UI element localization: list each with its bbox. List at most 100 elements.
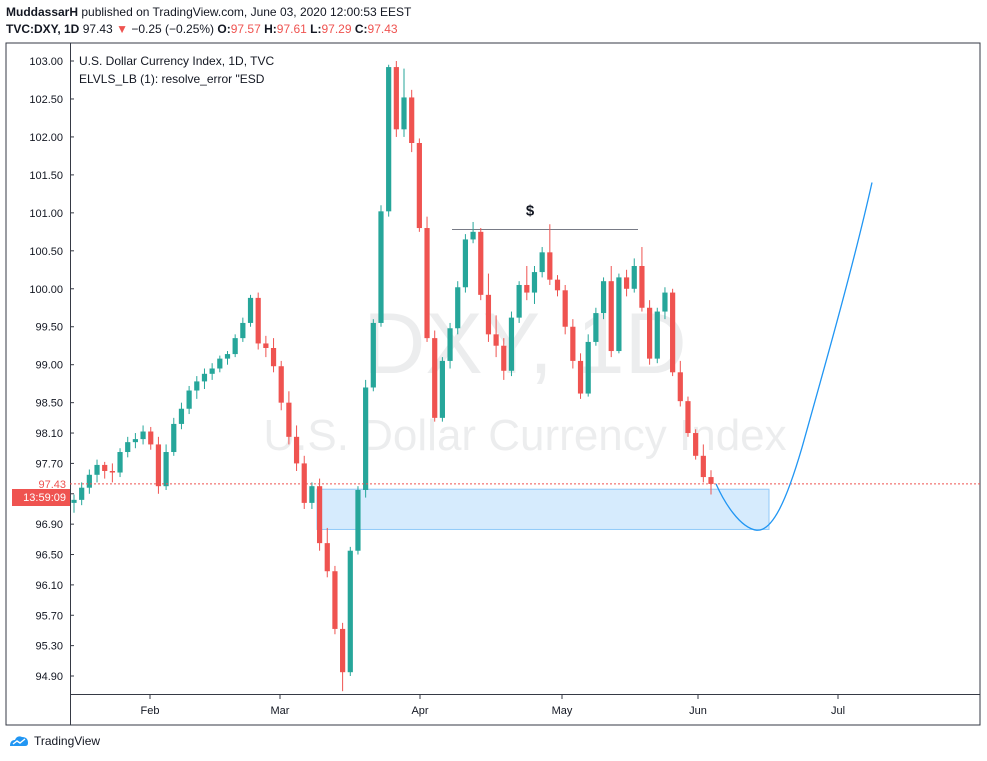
y-tick-label: 100.50: [29, 246, 63, 258]
candle-body: [554, 279, 561, 291]
candle-body: [79, 487, 85, 500]
candle-body: [94, 464, 100, 475]
candle-body: [570, 326, 576, 361]
candle-body: [616, 277, 622, 352]
candle-body: [332, 571, 338, 629]
y-tick-label: 94.90: [35, 671, 63, 683]
tradingview-brand: TradingView: [34, 734, 101, 748]
projection-curve[interactable]: [715, 182, 873, 531]
publish-info: MuddassarH published on TradingView.com,…: [6, 5, 411, 19]
candle-body: [86, 474, 92, 488]
candle-body: [240, 322, 246, 339]
candle-body: [370, 322, 376, 388]
x-tick-label: Mar: [271, 705, 290, 717]
candle-body: [270, 348, 277, 367]
candle-body: [309, 486, 315, 503]
candle-body: [393, 67, 399, 130]
candle-body: [600, 281, 607, 314]
candle-body: [700, 455, 706, 478]
candle-body: [117, 452, 123, 473]
x-tick-label: Apr: [411, 705, 428, 717]
candle-body: [386, 67, 392, 212]
candle-body: [347, 550, 353, 673]
candle-body: [178, 408, 185, 424]
dollar-annotation: $: [526, 203, 535, 220]
candle-body: [432, 338, 438, 418]
candle-body: [286, 402, 292, 437]
candle-body: [416, 143, 422, 229]
candle-body: [647, 307, 653, 359]
candle-body: [631, 266, 637, 289]
y-tick-label: 102.00: [29, 132, 63, 144]
candle-body: [677, 372, 683, 402]
y-tick-label: 102.50: [29, 94, 63, 106]
tradingview-cloud-icon: [10, 736, 28, 746]
candle-body: [355, 489, 361, 551]
y-tick-label: 95.70: [35, 610, 63, 622]
candle-body: [539, 252, 545, 273]
high-label: H:: [264, 22, 277, 36]
candle-body: [125, 442, 131, 453]
high-value: 97.61: [276, 22, 307, 36]
candle-body: [224, 354, 231, 359]
legend-title: U.S. Dollar Currency Index, 1D, TVC: [79, 54, 275, 68]
time-axis: Feb Mar Apr May Jun Jul: [141, 694, 845, 717]
y-tick-label: 97.70: [35, 458, 63, 470]
candle-body: [478, 231, 484, 295]
candle-body: [378, 211, 384, 323]
y-tick-label: 98.50: [35, 398, 63, 410]
candle-body: [562, 290, 568, 327]
down-arrow-icon: ▼: [116, 22, 128, 36]
support-zone[interactable]: [316, 488, 770, 530]
candle-body: [654, 311, 660, 359]
candle-body: [531, 272, 538, 293]
candle-body: [623, 277, 630, 289]
candle-body: [263, 343, 269, 348]
candle-body: [585, 341, 591, 394]
candle-body: [670, 292, 676, 373]
candle-body: [508, 317, 515, 371]
candle-body: [278, 366, 284, 403]
candle-body: [171, 423, 177, 453]
candle-body: [639, 266, 645, 308]
change-value: −0.25 (−0.25%): [131, 22, 215, 36]
candle-body: [363, 387, 369, 490]
candle-body: [255, 297, 261, 344]
candle-body: [485, 294, 492, 335]
candle-body: [109, 471, 115, 473]
candle-body: [401, 97, 407, 130]
candle-body: [232, 338, 238, 355]
close-value: 97.43: [367, 22, 398, 36]
tradingview-logo[interactable]: TradingView: [8, 734, 100, 748]
price-tag: 97.43: [28, 475, 70, 492]
countdown-label: 13:59:09: [23, 492, 66, 504]
x-tick-label: Feb: [141, 705, 160, 717]
candle-body: [409, 97, 415, 143]
candle-body: [155, 444, 162, 487]
candle-body: [593, 313, 599, 342]
candle-body: [547, 252, 553, 280]
x-tick-label: May: [552, 705, 573, 717]
low-label: L:: [310, 22, 322, 36]
candle-body: [608, 281, 614, 352]
candle-body: [293, 436, 300, 464]
price-tag-label: 97.43: [38, 479, 66, 491]
candle-body: [71, 499, 77, 503]
symbol-label: TVC:DXY, 1D: [6, 22, 80, 36]
y-tick-label: 96.10: [35, 580, 63, 592]
author-name[interactable]: MuddassarH: [6, 5, 79, 19]
candle-body: [577, 360, 584, 394]
close-label: C:: [354, 22, 368, 36]
open-value: 97.57: [230, 22, 261, 36]
watermark-name: U.S. Dollar Currency Index: [263, 411, 786, 460]
y-tick-label: 95.30: [35, 641, 63, 653]
legend-indicator: ELVLS_LB (1): resolve_error "ESD: [79, 72, 265, 86]
y-tick-label: 100.00: [29, 284, 63, 296]
candle-body: [301, 463, 307, 503]
countdown-tag: 13:59:09: [12, 489, 70, 506]
candle-body: [163, 452, 169, 487]
y-tick-label: 96.50: [35, 550, 63, 562]
ohlc-line: TVC:DXY, 1D 97.43 ▼ −0.25 (−0.25%) O:97.…: [6, 22, 398, 36]
candle-body: [247, 297, 254, 323]
